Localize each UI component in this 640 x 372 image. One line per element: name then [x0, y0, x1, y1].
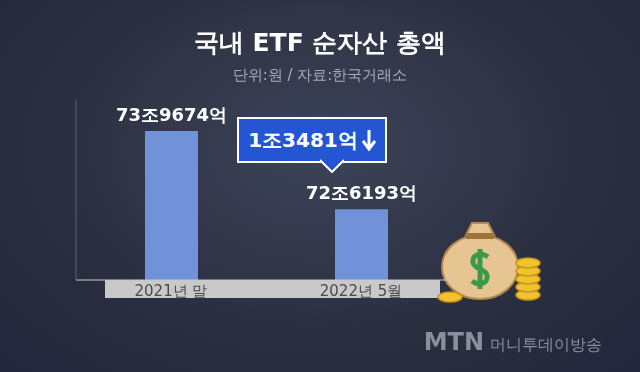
svg-text:73조9674억: 73조9674억	[116, 104, 227, 125]
svg-text:72조6193억: 72조6193억	[306, 182, 417, 203]
html-text:단위:원 / 자료:한국거래소: 단위:원 / 자료:한국거래소	[232, 66, 408, 84]
svg-text:2021년 말: 2021년 말	[135, 282, 208, 300]
svg-text:2022년 5월: 2022년 5월	[320, 282, 403, 300]
html-text:MTN 머니투데이방송: MTN 머니투데이방송	[423, 328, 602, 356]
html-text:국내 ETF 순자산 총액: 국내 ETF 순자산 총액	[193, 28, 447, 57]
html-text:1조3481억: 1조3481억	[248, 127, 358, 152]
